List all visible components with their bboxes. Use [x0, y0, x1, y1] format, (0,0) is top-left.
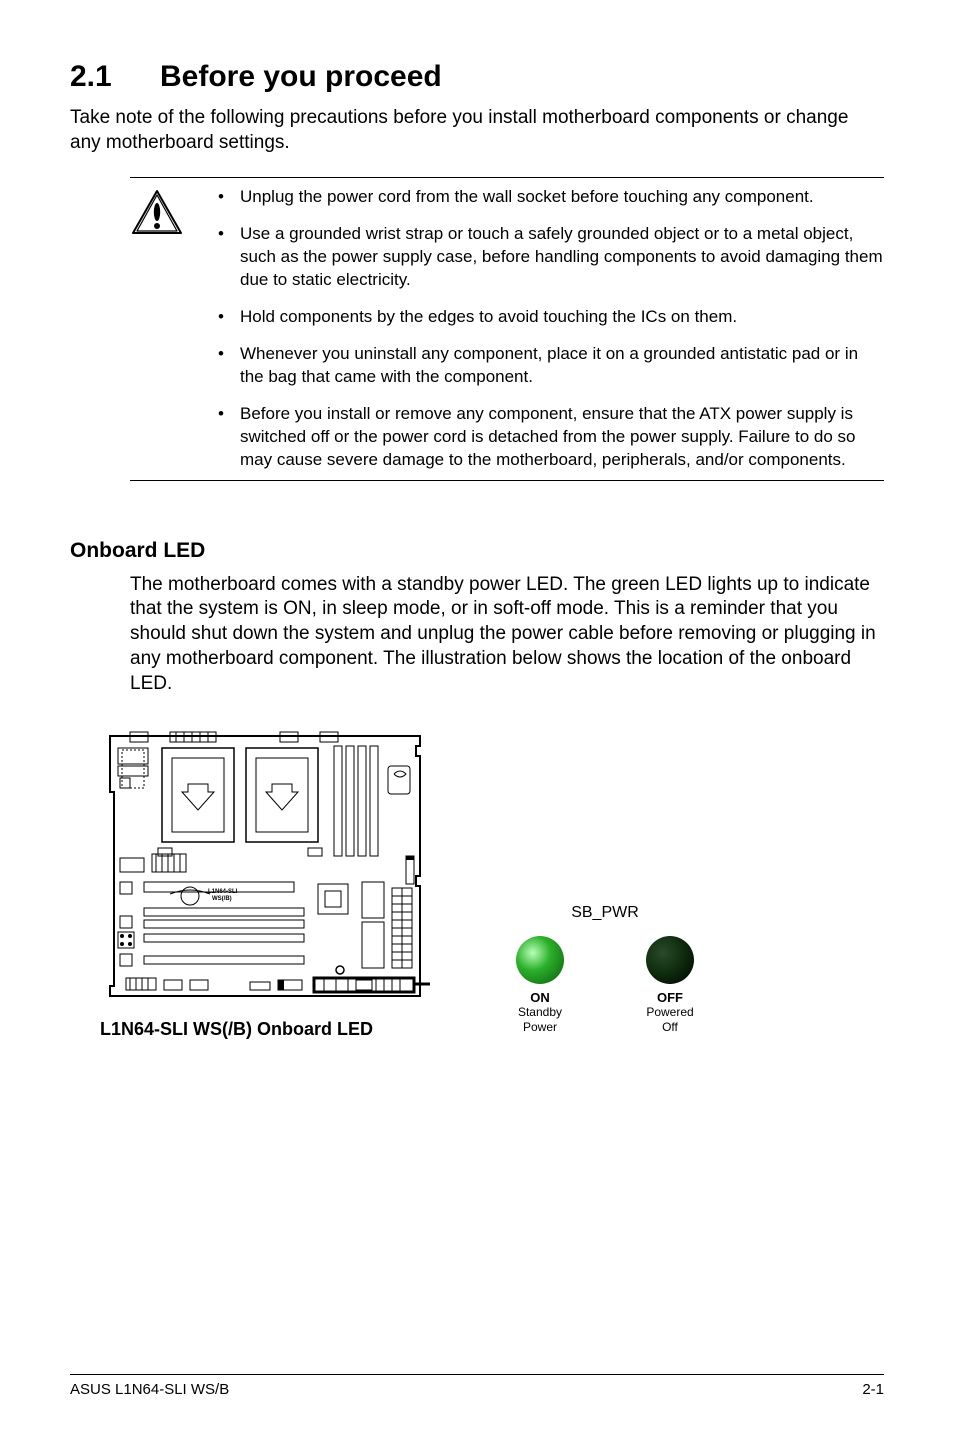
onboard-led-heading: Onboard LED [70, 539, 884, 563]
led-on-state: ON [500, 990, 580, 1005]
led-on-desc2: Power [500, 1020, 580, 1034]
led-off-state: OFF [630, 990, 710, 1005]
section-heading-text: Before you proceed [160, 60, 442, 93]
caution-block: Unplug the power cord from the wall sock… [130, 177, 884, 480]
caution-item: Hold components by the edges to avoid to… [210, 306, 884, 329]
led-off-desc2: Off [630, 1020, 710, 1034]
caution-list: Unplug the power cord from the wall sock… [210, 186, 884, 471]
led-diagram: SB_PWR ON Standby Power OFF Powered Off [500, 904, 710, 1040]
onboard-led-paragraph: The motherboard comes with a standby pow… [130, 573, 884, 696]
motherboard-diagram: L1N64-SLI WS(/B) [100, 726, 460, 1040]
footer-left: ASUS L1N64-SLI WS/B [70, 1381, 229, 1398]
page-footer: ASUS L1N64-SLI WS/B 2-1 [70, 1374, 884, 1398]
svg-text:L1N64-SLI: L1N64-SLI [208, 889, 238, 895]
footer-right: 2-1 [862, 1381, 884, 1398]
led-off-icon [646, 936, 694, 984]
led-on-item: ON Standby Power [500, 936, 580, 1034]
led-on-desc1: Standby [500, 1005, 580, 1019]
led-header: SB_PWR [500, 904, 710, 922]
caution-icon [130, 186, 210, 236]
led-on-icon [516, 936, 564, 984]
led-off-item: OFF Powered Off [630, 936, 710, 1034]
section-title: 2.1Before you proceed [70, 60, 884, 94]
board-caption: L1N64-SLI WS(/B) Onboard LED [100, 1019, 460, 1040]
caution-item: Before you install or remove any compone… [210, 403, 884, 472]
diagram-row: L1N64-SLI WS(/B) [100, 726, 884, 1040]
svg-text:WS(/B): WS(/B) [212, 896, 232, 902]
section-number: 2.1 [70, 60, 160, 94]
intro-paragraph: Take note of the following precautions b… [70, 106, 884, 155]
led-off-desc1: Powered [630, 1005, 710, 1019]
caution-item: Unplug the power cord from the wall sock… [210, 186, 884, 209]
caution-item: Use a grounded wrist strap or touch a sa… [210, 223, 884, 292]
caution-item: Whenever you uninstall any component, pl… [210, 343, 884, 389]
